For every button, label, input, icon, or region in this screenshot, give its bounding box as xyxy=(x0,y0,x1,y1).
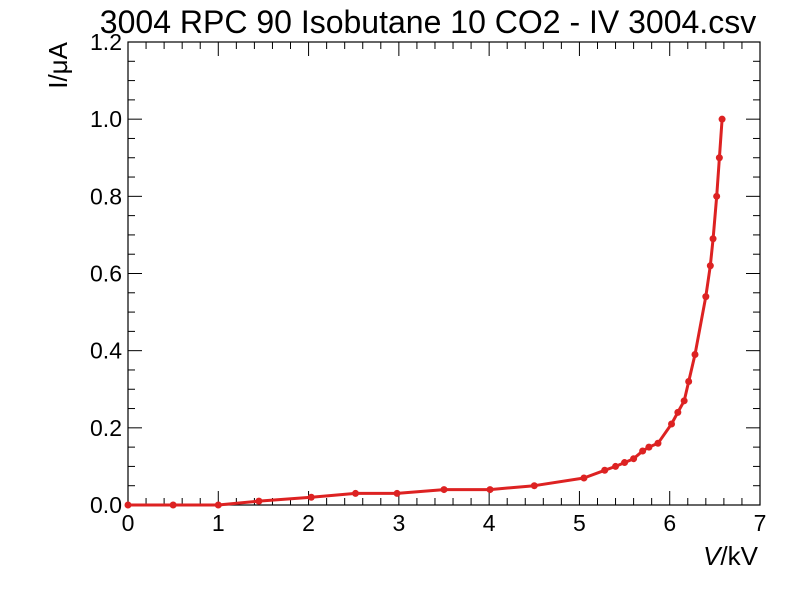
data-point xyxy=(214,501,222,509)
data-point xyxy=(393,489,401,497)
data-point xyxy=(621,459,629,467)
data-point xyxy=(685,378,693,386)
y-tick-label: 0.4 xyxy=(90,338,122,364)
data-point xyxy=(530,482,538,490)
data-point xyxy=(680,397,688,405)
data-point xyxy=(718,115,726,123)
data-point xyxy=(169,501,177,509)
x-axis-label: V/kV xyxy=(703,541,759,571)
data-point xyxy=(124,501,132,509)
data-point xyxy=(601,466,609,474)
chart-title: 3004 RPC 90 Isobutane 10 CO2 - IV 3004.c… xyxy=(100,4,756,40)
data-point xyxy=(713,192,721,200)
x-tick-label: 1 xyxy=(212,510,225,536)
x-tick-label: 6 xyxy=(663,510,676,536)
x-tick-label: 3 xyxy=(392,510,405,536)
data-point xyxy=(702,293,710,301)
y-tick-label: 1.0 xyxy=(90,106,122,132)
data-point xyxy=(612,462,620,470)
y-tick-label: 0.0 xyxy=(90,492,122,518)
data-point xyxy=(352,489,360,497)
data-point xyxy=(307,493,315,501)
data-point xyxy=(580,474,588,482)
data-point xyxy=(691,351,699,359)
y-tick-label: 1.2 xyxy=(90,29,122,55)
series-line xyxy=(128,119,724,507)
y-axis-label: I/μA xyxy=(43,41,73,88)
data-point xyxy=(630,455,638,463)
x-axis-label-unit: /kV xyxy=(720,541,758,571)
tick-labels: 0 1 2 3 4 5 6 7 0.0 0.2 0.4 0.6 0.8 1.0 1.2 xyxy=(90,29,766,536)
data-series xyxy=(124,115,726,509)
data-point xyxy=(709,235,717,243)
x-tick-label: 5 xyxy=(573,510,586,536)
data-point xyxy=(639,447,647,455)
data-point xyxy=(440,486,448,494)
x-tick-label: 4 xyxy=(483,510,496,536)
data-point xyxy=(706,262,714,270)
axis-ticks xyxy=(127,41,761,506)
data-point xyxy=(486,486,494,494)
x-tick-label: 0 xyxy=(122,510,135,536)
data-point xyxy=(255,497,263,505)
data-point xyxy=(645,443,653,451)
data-point xyxy=(654,439,662,447)
x-tick-label: 2 xyxy=(302,510,315,536)
x-axis-label-var: V xyxy=(703,541,723,571)
x-tick-label: 7 xyxy=(754,510,767,536)
y-tick-label: 0.2 xyxy=(90,415,122,441)
data-point xyxy=(715,154,723,162)
data-point xyxy=(674,408,682,416)
data-point xyxy=(668,420,676,428)
y-tick-label: 0.6 xyxy=(90,261,122,287)
y-tick-label: 0.8 xyxy=(90,183,122,209)
